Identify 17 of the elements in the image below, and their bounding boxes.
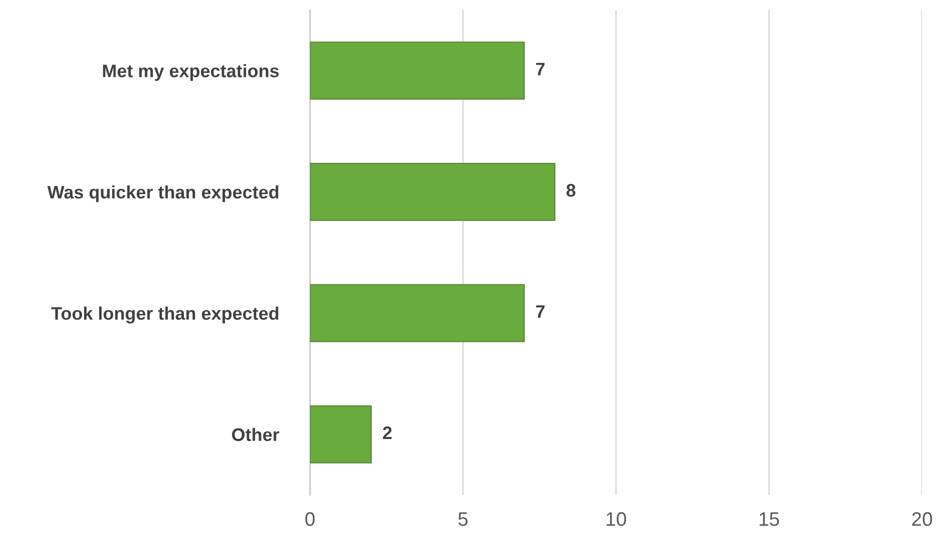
bar <box>310 284 525 342</box>
x-tick-label: 5 <box>458 512 468 526</box>
y-tick-label: Other <box>232 428 280 442</box>
bar <box>310 42 525 100</box>
bar <box>310 162 556 221</box>
x-tick-label: 15 <box>760 512 779 526</box>
y-tick-label: Was quicker than expected <box>47 185 278 202</box>
data-label: 2 <box>382 426 392 440</box>
x-tick-label: 0 <box>305 512 315 526</box>
data-label: 7 <box>536 62 545 76</box>
bar <box>310 405 372 464</box>
y-tick-label: Took longer than expected <box>51 306 278 324</box>
data-label: 7 <box>536 305 545 318</box>
y-tick-label: Met my expectations <box>103 64 279 81</box>
data-label: 8 <box>566 184 576 197</box>
x-tick-label: 10 <box>606 512 626 526</box>
x-tick-label: 20 <box>912 512 932 526</box>
